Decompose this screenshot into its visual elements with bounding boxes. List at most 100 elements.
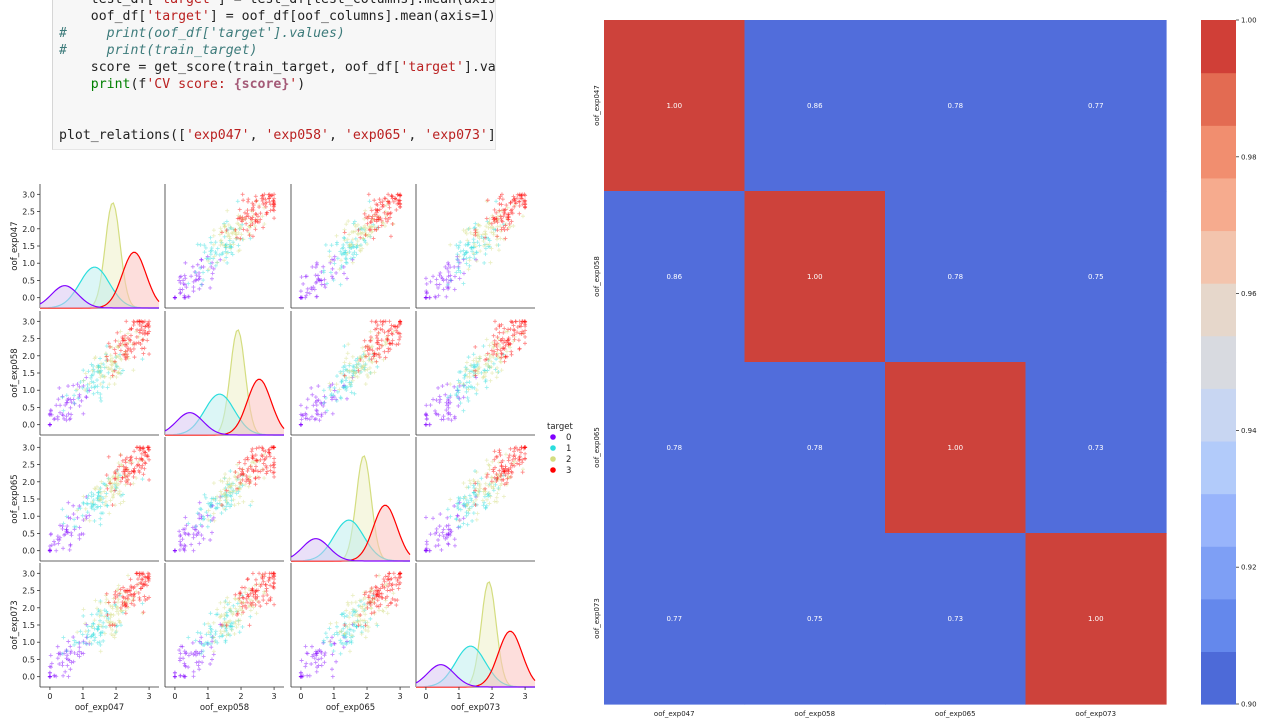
scatter-point bbox=[359, 231, 364, 236]
scatter-point bbox=[102, 374, 107, 379]
scatter-point bbox=[47, 412, 52, 417]
scatter-point bbox=[490, 371, 495, 376]
scatter-point bbox=[434, 398, 439, 403]
scatter-point bbox=[446, 274, 451, 279]
scatter-point bbox=[390, 196, 395, 201]
scatter-point bbox=[352, 250, 357, 255]
scatter-point bbox=[183, 260, 188, 265]
scatter-point bbox=[441, 287, 446, 292]
heatmap-cell bbox=[1025, 191, 1167, 363]
scatter-point bbox=[374, 227, 379, 232]
scatter-point bbox=[95, 384, 100, 389]
scatter-point bbox=[468, 230, 473, 235]
scatter-point bbox=[452, 537, 457, 542]
scatter-point bbox=[458, 249, 463, 254]
scatter-point bbox=[99, 372, 104, 377]
scatter-point bbox=[211, 481, 216, 486]
pairplot-panel bbox=[290, 311, 410, 436]
scatter-point bbox=[494, 243, 499, 248]
scatter-point bbox=[365, 221, 370, 226]
scatter-point bbox=[64, 400, 69, 405]
scatter-point bbox=[305, 673, 310, 678]
scatter-point bbox=[374, 573, 379, 578]
scatter-point bbox=[344, 396, 349, 401]
scatter-point bbox=[233, 227, 238, 232]
scatter-point bbox=[271, 204, 276, 209]
scatter-point bbox=[57, 385, 62, 390]
scatter-point bbox=[369, 216, 374, 221]
scatter-point bbox=[245, 208, 250, 213]
kde-fill bbox=[40, 267, 159, 308]
scatter-point bbox=[461, 256, 466, 261]
scatter-point bbox=[368, 219, 373, 224]
scatter-point bbox=[516, 199, 521, 204]
scatter-point bbox=[240, 215, 245, 220]
scatter-point bbox=[251, 203, 256, 208]
scatter-point bbox=[499, 216, 504, 221]
code-text[interactable]: test_df['target'] = test_df[test_columns… bbox=[59, 0, 496, 144]
scatter-point bbox=[85, 389, 90, 394]
code-cell[interactable]: test_df['target'] = test_df[test_columns… bbox=[52, 0, 496, 150]
scatter-point bbox=[394, 197, 399, 202]
scatter-point bbox=[498, 214, 503, 219]
scatter-point bbox=[78, 629, 83, 634]
x-tick-label: 3 bbox=[398, 692, 403, 701]
scatter-point bbox=[515, 461, 520, 466]
scatter-point bbox=[506, 212, 511, 217]
scatter-point bbox=[314, 669, 319, 674]
scatter-point bbox=[61, 408, 66, 413]
scatter-point bbox=[464, 231, 469, 236]
scatter-point bbox=[142, 332, 147, 337]
scatter-point bbox=[489, 246, 494, 251]
scatter-point bbox=[496, 248, 501, 253]
scatter-point bbox=[241, 198, 246, 203]
scatter-point bbox=[97, 370, 102, 375]
scatter-point bbox=[338, 249, 343, 254]
scatter-point bbox=[304, 661, 309, 666]
scatter-point bbox=[356, 232, 361, 237]
scatter-point bbox=[113, 359, 118, 364]
scatter-point bbox=[344, 356, 349, 361]
scatter-point bbox=[368, 224, 373, 229]
scatter-point bbox=[373, 212, 378, 217]
scatter-point bbox=[512, 463, 517, 468]
scatter-point bbox=[493, 216, 498, 221]
scatter-point bbox=[224, 245, 229, 250]
scatter-point bbox=[307, 417, 312, 422]
scatter-point bbox=[366, 214, 371, 219]
scatter-point bbox=[375, 225, 380, 230]
scatter-point bbox=[83, 371, 88, 376]
scatter-point bbox=[458, 507, 463, 512]
scatter-point bbox=[194, 273, 199, 278]
scatter-point bbox=[93, 598, 98, 603]
scatter-point bbox=[98, 395, 103, 400]
scatter-point bbox=[374, 202, 379, 207]
scatter-point bbox=[461, 248, 466, 253]
scatter-point bbox=[271, 580, 276, 585]
scatter-point bbox=[64, 418, 69, 423]
scatter-point bbox=[475, 233, 480, 238]
scatter-point bbox=[461, 257, 466, 262]
scatter-point bbox=[491, 226, 496, 231]
scatter-point bbox=[365, 242, 370, 247]
scatter-point bbox=[106, 454, 111, 459]
scatter-point bbox=[95, 364, 100, 369]
scatter-point bbox=[47, 674, 52, 679]
scatter-point bbox=[229, 245, 234, 250]
colorbar-band bbox=[1201, 177, 1236, 232]
code-token: ] = oof_df[oof_columns].mean(axis=1) bbox=[209, 9, 496, 24]
scatter-point bbox=[339, 258, 344, 263]
scatter-point bbox=[518, 196, 523, 201]
legend-label: 3 bbox=[566, 466, 571, 476]
scatter-point bbox=[350, 354, 355, 359]
scatter-point bbox=[349, 245, 354, 250]
scatter-point bbox=[248, 232, 253, 237]
scatter-point bbox=[52, 416, 57, 421]
scatter-point bbox=[205, 254, 210, 259]
scatter-point bbox=[452, 543, 457, 548]
scatter-point bbox=[104, 354, 109, 359]
scatter-point bbox=[272, 196, 277, 201]
